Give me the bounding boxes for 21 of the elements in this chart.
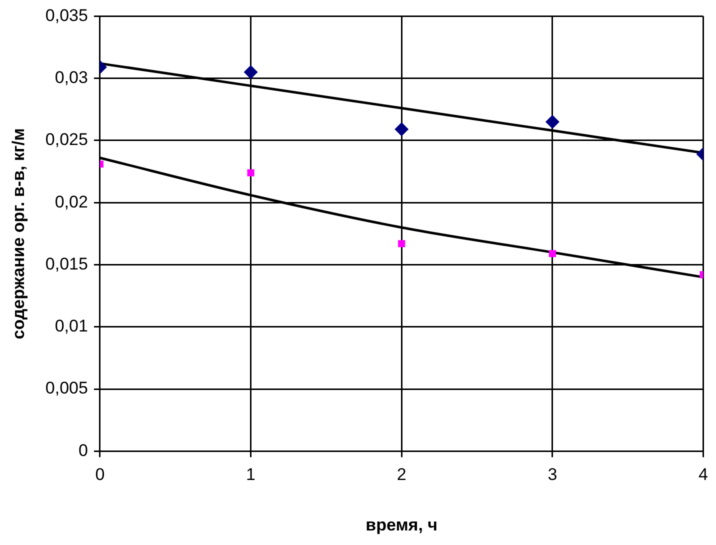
y-tick-label: 0,02: [54, 192, 88, 212]
y-tick-label: 0,03: [54, 68, 88, 88]
x-tick-label: 0: [95, 465, 105, 484]
x-tick-label: 3: [548, 465, 558, 484]
y-tick-label: 0,005: [45, 378, 88, 398]
y-tick-label: 0,025: [45, 130, 88, 150]
y-tick-label: 0,035: [45, 6, 88, 25]
x-tick-label: 2: [396, 465, 406, 484]
point: [394, 122, 409, 136]
point: [398, 240, 406, 248]
point: [247, 169, 254, 176]
y-tick-label: 0,015: [45, 254, 88, 274]
point: [548, 250, 556, 258]
x-axis-title: время, ч: [366, 515, 438, 534]
point: [244, 65, 258, 80]
y-tick-label: 0,01: [54, 316, 88, 336]
x-tick-label: 4: [698, 465, 708, 484]
y-axis-title: содержание орг. в-в, кг/м: [8, 128, 28, 340]
x-tick-label: 1: [246, 465, 256, 484]
y-tick-label: 0: [78, 440, 88, 460]
point: [545, 114, 560, 129]
